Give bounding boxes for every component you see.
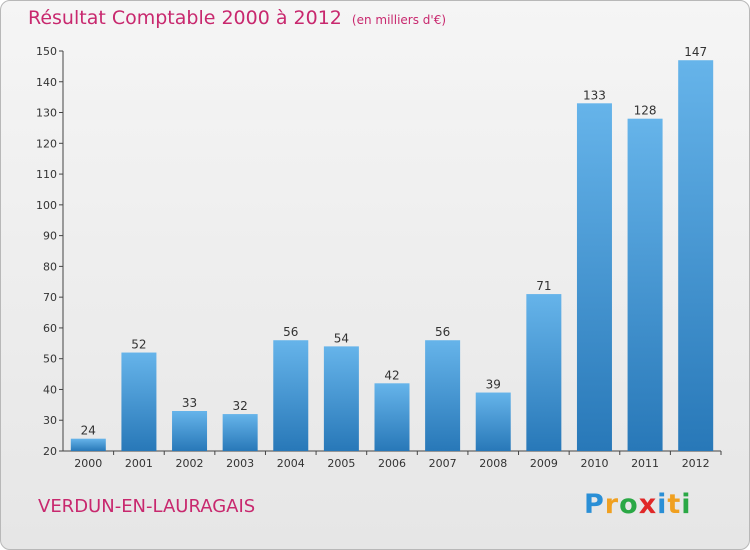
logo-letter: r [604, 489, 620, 520]
x-tick-label: 2008 [479, 457, 507, 470]
x-tick-label: 2005 [327, 457, 355, 470]
bar [374, 383, 410, 451]
x-tick-label: 2006 [378, 457, 406, 470]
bar-value-label: 54 [334, 331, 349, 345]
y-tick-label: 110 [36, 168, 57, 181]
bar [121, 352, 157, 451]
x-tick-label: 2011 [631, 457, 659, 470]
x-tick-label: 2010 [580, 457, 608, 470]
proxiti-logo: Proxiti [584, 489, 692, 520]
bar-value-label: 71 [536, 279, 551, 293]
y-tick-label: 100 [36, 199, 57, 212]
y-tick-label: 40 [43, 383, 57, 396]
bar-value-label: 133 [583, 88, 606, 102]
y-tick-label: 120 [36, 137, 57, 150]
bar-value-label: 39 [486, 378, 501, 392]
bar-value-label: 32 [233, 399, 248, 413]
y-tick-label: 140 [36, 76, 57, 89]
y-tick-label: 80 [43, 260, 57, 273]
bar-value-label: 128 [634, 104, 657, 118]
bar-value-label: 147 [684, 45, 707, 59]
y-tick-label: 150 [36, 45, 57, 58]
bar-value-label: 24 [81, 424, 96, 438]
x-tick-label: 2012 [682, 457, 710, 470]
x-tick-label: 2003 [226, 457, 254, 470]
bar-value-label: 42 [384, 368, 399, 382]
y-tick-label: 30 [43, 414, 57, 427]
bar [70, 438, 106, 451]
y-tick-label: 50 [43, 353, 57, 366]
logo-letter: t [667, 489, 682, 520]
bar [323, 346, 359, 451]
y-tick-label: 130 [36, 107, 57, 120]
bar [425, 340, 461, 451]
logo-letter: i [681, 489, 692, 520]
y-tick-label: 60 [43, 322, 57, 335]
bar-value-label: 33 [182, 396, 197, 410]
bar [475, 392, 511, 451]
bar [576, 103, 612, 452]
logo-letter: x [638, 489, 658, 520]
x-tick-label: 2000 [74, 457, 102, 470]
y-tick-label: 70 [43, 291, 57, 304]
bar [627, 118, 663, 451]
x-tick-label: 2004 [277, 457, 305, 470]
bar [273, 340, 309, 451]
bar [526, 294, 562, 451]
bar [678, 60, 714, 451]
logo-letter: i [657, 489, 668, 520]
bar [222, 414, 258, 451]
y-tick-label: 90 [43, 230, 57, 243]
y-tick-label: 20 [43, 445, 57, 458]
x-tick-label: 2007 [429, 457, 457, 470]
bar [172, 411, 208, 451]
bar-value-label: 56 [283, 325, 298, 339]
chart-title-block: Résultat Comptable 2000 à 2012 (en millie… [28, 7, 446, 29]
x-tick-label: 2009 [530, 457, 558, 470]
bar-value-label: 56 [435, 325, 450, 339]
chart-title: Résultat Comptable 2000 à 2012 [28, 7, 342, 29]
bar-value-label: 52 [131, 338, 146, 352]
commune-name: VERDUN-EN-LAURAGAIS [38, 496, 256, 517]
x-tick-label: 2001 [125, 457, 153, 470]
x-tick-label: 2002 [176, 457, 204, 470]
logo-letter: o [619, 489, 639, 520]
logo-letter: P [584, 489, 605, 520]
chart-subtitle: (en milliers d'€) [351, 13, 447, 27]
